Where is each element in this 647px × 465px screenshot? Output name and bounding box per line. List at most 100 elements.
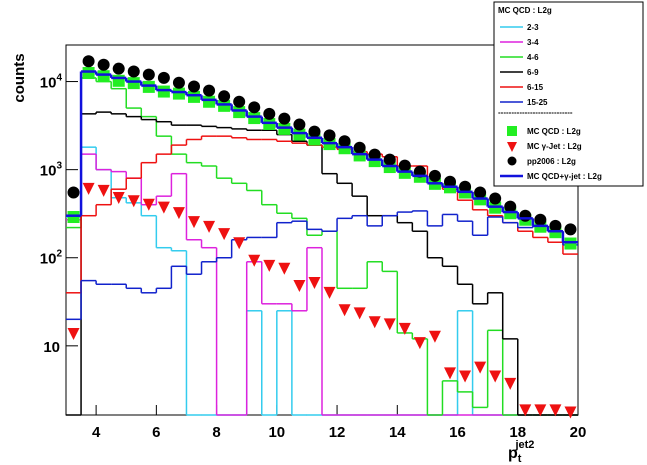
legend-label: 2-3 [527, 23, 539, 32]
x-label-sup: jet2 [514, 439, 534, 451]
data-point [293, 118, 306, 131]
data-point [368, 316, 381, 329]
y-tick-exponent: 3 [56, 161, 62, 172]
data-point [504, 200, 517, 213]
data-point [398, 159, 411, 172]
x-label-main: p [508, 445, 518, 462]
legend-label: MC γ-Jet : L2g [527, 142, 582, 151]
data-point [188, 80, 200, 93]
data-point [157, 85, 170, 98]
y-tick-base: 10 [40, 75, 57, 92]
histogram-connector [80, 210, 564, 320]
data-point [338, 304, 351, 317]
data-point [519, 404, 532, 417]
y-tick-exponent: 2 [56, 249, 62, 260]
data-point [444, 367, 456, 380]
data-point [67, 327, 80, 340]
data-point [172, 87, 185, 100]
data-point [519, 209, 532, 222]
data-point [489, 370, 502, 383]
data-point [82, 67, 95, 80]
x-tick-label: 10 [268, 424, 285, 441]
legend-label: pp2006 : L2g [527, 157, 576, 166]
data-point [564, 223, 577, 236]
data-point [534, 213, 547, 226]
data-point [428, 169, 441, 182]
histogram [66, 111, 578, 416]
data-point [504, 377, 517, 390]
data-point [203, 95, 216, 108]
data-point [278, 262, 291, 275]
legend-label: 4-6 [527, 53, 539, 62]
data-point [67, 211, 80, 224]
x-axis-label: pt jet2 [508, 439, 534, 465]
legend-label: 6-9 [527, 68, 539, 77]
data-point [127, 65, 140, 78]
data-point [82, 182, 95, 195]
data-point [474, 361, 487, 374]
data-point [127, 195, 140, 208]
y-tick-label: 104 [40, 73, 63, 92]
data-point [428, 330, 441, 343]
data-point [459, 180, 472, 193]
data-point [218, 90, 231, 103]
legend-label: 3-4 [527, 38, 539, 47]
data-point [353, 307, 366, 320]
data-point [293, 280, 306, 293]
legend-separator: ---------------------------- [498, 108, 573, 117]
data-point [233, 106, 246, 119]
data-point [188, 90, 200, 103]
data-point [67, 186, 80, 199]
data-point [97, 184, 110, 197]
data-point [459, 370, 472, 383]
data-point [82, 55, 95, 68]
data-point [534, 404, 547, 417]
y-tick-base: 10 [40, 251, 57, 268]
y-tick-exponent: 4 [56, 73, 62, 84]
data-point [112, 191, 125, 204]
data-point [564, 237, 577, 250]
data-point [564, 406, 577, 419]
y-tick-base: 10 [40, 163, 57, 180]
data-point [323, 129, 336, 142]
legend-label: 15-25 [527, 98, 548, 107]
data-point [338, 135, 351, 148]
legend-label: MC QCD+γ-jet : L2g [527, 172, 602, 181]
data-point [218, 228, 231, 241]
data-point [353, 141, 366, 154]
x-tick-label: 20 [570, 424, 587, 441]
legend-label: MC QCD : L2g [527, 127, 581, 136]
x-tick-label: 4 [92, 424, 101, 441]
data-point [278, 122, 291, 135]
y-tick-base: 10 [43, 339, 60, 356]
data-point [218, 99, 231, 112]
x-tick-label: 18 [509, 424, 526, 441]
data-point [188, 216, 200, 229]
data-point [172, 76, 185, 89]
x-label-sub: t [518, 453, 522, 465]
data-point [413, 337, 426, 350]
data-point [444, 175, 456, 188]
data-point [549, 404, 562, 417]
data-point [233, 237, 246, 250]
legend-title: MC QCD : L2g [498, 6, 552, 15]
data-point [203, 220, 216, 233]
data-point [489, 192, 502, 205]
legend-box [493, 1, 644, 187]
x-tick-label: 8 [212, 424, 220, 441]
data-point [142, 198, 155, 211]
data-point [308, 125, 321, 138]
data-point [127, 77, 140, 90]
data-point [368, 148, 381, 161]
x-tick-label: 6 [152, 424, 160, 441]
data-point [112, 62, 125, 75]
legend-label: 6-15 [527, 83, 544, 92]
data-point [248, 254, 261, 267]
data-point [142, 80, 155, 93]
data-point [233, 95, 246, 108]
legend-swatch [507, 126, 517, 136]
y-axis-label: counts [11, 53, 28, 102]
data-point [203, 84, 216, 97]
data-point [278, 112, 291, 125]
